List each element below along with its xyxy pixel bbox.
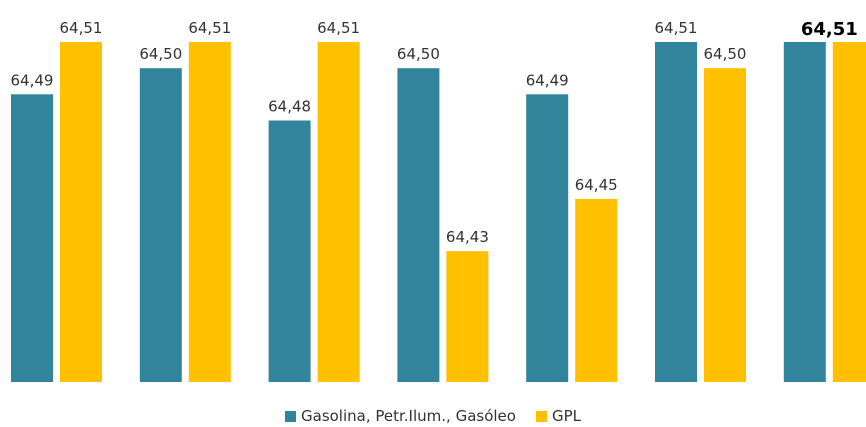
data-label-series-2-4: 64,45 <box>575 176 618 194</box>
legend-swatch-series-2 <box>535 410 547 422</box>
bar-series-2-6 <box>832 42 866 382</box>
data-label-series-2-3: 64,43 <box>446 228 489 246</box>
highlight-label: 64,51 <box>801 19 858 40</box>
data-label-series-1-2: 64,48 <box>268 98 311 116</box>
bar-series-2-1 <box>188 42 231 382</box>
bar-series-1-6 <box>783 42 826 382</box>
data-label-series-2-1: 64,51 <box>188 19 231 37</box>
bar-series-2-0 <box>60 42 102 382</box>
bar-series-1-5 <box>655 42 697 382</box>
bar-series-1-2 <box>268 120 311 382</box>
bar-series-1-4 <box>526 94 569 383</box>
data-label-series-1-5: 64,51 <box>655 19 698 37</box>
data-label-series-2-2: 64,51 <box>317 19 360 37</box>
data-label-series-2-0: 64,51 <box>60 19 103 37</box>
data-label-series-2-5: 64,50 <box>704 45 747 63</box>
bar-series-2-4 <box>575 198 618 382</box>
legend: Gasolina, Petr.Ilum., Gasóleo GPL <box>0 406 866 426</box>
bar-series-1-0 <box>11 94 53 383</box>
bar-series-2-3 <box>446 251 489 382</box>
bar-series-2-5 <box>704 68 746 382</box>
legend-swatch-series-1 <box>285 410 296 422</box>
legend-item-series-1: Gasolina, Petr.Ilum., Gasóleo <box>285 406 516 426</box>
data-label-series-1-4: 64,49 <box>526 71 569 89</box>
data-label-series-1-1: 64,50 <box>139 45 182 63</box>
data-label-series-1-3: 64,50 <box>397 45 440 63</box>
bar-series-1-1 <box>139 68 182 382</box>
legend-label-series-2: GPL <box>551 407 581 425</box>
bar-series-2-2 <box>317 42 360 382</box>
bar-series-1-3 <box>397 68 440 382</box>
legend-label-series-1: Gasolina, Petr.Ilum., Gasóleo <box>301 407 516 425</box>
legend-item-series-2: GPL <box>535 406 581 426</box>
data-label-series-1-0: 64,49 <box>11 71 54 89</box>
